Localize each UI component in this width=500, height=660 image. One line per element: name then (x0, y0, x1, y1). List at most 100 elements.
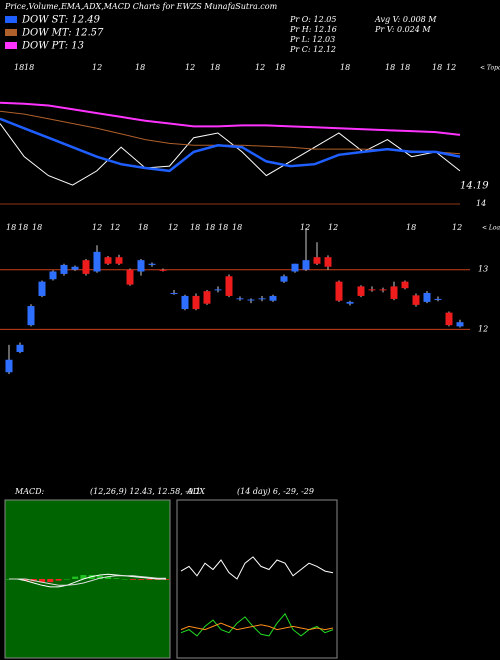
candle-body (104, 257, 112, 264)
histogram-bar (55, 579, 62, 581)
candle-body (49, 271, 57, 280)
date-label: 18 (138, 223, 148, 232)
histogram-bar (105, 576, 112, 579)
y-tick-label: 13 (478, 265, 488, 274)
last-value-label: 14.19 (460, 181, 489, 192)
candle-body (170, 292, 178, 294)
date-label: 18 (275, 63, 285, 72)
date-label: 12 (110, 223, 120, 232)
histogram-bar (96, 575, 103, 579)
legend-label: DOW PT: 13 (21, 41, 84, 52)
date-label: 18 (232, 223, 242, 232)
legend-swatch (5, 29, 17, 36)
histogram-bar (146, 579, 153, 580)
candle-body (126, 269, 134, 285)
candle-body (5, 359, 13, 373)
y-tick-label: 12 (478, 324, 488, 333)
line-series (0, 123, 461, 186)
legend-label: DOW ST: 12.49 (21, 15, 101, 26)
indicator-line (9, 573, 166, 588)
candle-body (357, 286, 365, 296)
legend-swatch (5, 16, 17, 23)
date-label: 18 (205, 223, 215, 232)
candle-body (181, 295, 189, 310)
date-label: 18 (218, 223, 228, 232)
candle-body (269, 295, 277, 301)
date-label: 18 (190, 223, 200, 232)
candle-body (390, 286, 398, 299)
date-label: 12 (92, 63, 102, 72)
candle-body (313, 257, 321, 264)
legend-swatch (5, 42, 17, 49)
date-label: 12 (92, 223, 102, 232)
candle-body (247, 299, 255, 301)
date-label: 12 (300, 223, 310, 232)
date-label: 12 (446, 63, 456, 72)
candle-body (214, 289, 222, 291)
info: Avg V: 0.008 M (374, 15, 437, 24)
info: Pr V: 0.024 M (374, 25, 431, 34)
candle-body (203, 291, 211, 304)
date-label: 12 (328, 223, 338, 232)
date-label: 18 (135, 63, 145, 72)
candle-body (60, 264, 68, 274)
edge-label: < Topa (480, 65, 500, 72)
date-label: 18 (385, 63, 395, 72)
histogram-bar (47, 579, 54, 583)
candle-body (368, 289, 376, 291)
candle-body (82, 260, 90, 274)
date-label: 18 (32, 223, 42, 232)
candle-body (335, 281, 343, 301)
candle-body (346, 301, 354, 304)
histogram-bar (80, 575, 87, 579)
line-series (0, 101, 461, 136)
date-label: 12 (185, 63, 195, 72)
candle-body (423, 292, 431, 302)
candle-body (71, 266, 79, 270)
candle-body (159, 269, 167, 271)
date-label: 18 (340, 63, 350, 72)
info: Pr O: 12.05 (289, 15, 336, 24)
info: Pr C: 12.12 (289, 45, 336, 54)
info: Pr L: 12.03 (289, 35, 335, 44)
candle-body (291, 263, 299, 272)
histogram-bar (138, 579, 145, 580)
candle-body (192, 295, 200, 310)
histogram-bar (121, 579, 128, 580)
panel-background (176, 499, 338, 659)
candle-body (115, 257, 123, 264)
indicator-line (9, 575, 166, 586)
info: Pr H: 12.16 (289, 25, 337, 34)
edge-label: < Loann (482, 225, 500, 232)
date-label: 18 (432, 63, 442, 72)
date-label: 18 (406, 223, 416, 232)
line-series (0, 117, 461, 173)
indicator-line (180, 556, 334, 580)
candle-body (225, 276, 233, 296)
date-label: 18 (6, 223, 16, 232)
candle-body (401, 281, 409, 289)
date-label: 18 (14, 63, 24, 72)
candle-body (412, 295, 420, 305)
y-tick-label: 14 (476, 199, 486, 208)
candle-body (137, 260, 145, 272)
panel-subtitle: (14 day) 6, -29, -29 (237, 487, 314, 496)
legend-label: DOW MT: 12.57 (21, 28, 104, 39)
date-label: 18 (210, 63, 220, 72)
candle-body (456, 322, 464, 327)
date-label: 12 (255, 63, 265, 72)
panel-subtitle: (12,26,9) 12.43, 12.58, -0.1 (90, 487, 201, 496)
candle-body (38, 281, 46, 296)
candle-body (302, 260, 310, 270)
histogram-bar (22, 579, 29, 581)
candle-body (445, 312, 453, 326)
candle-body (16, 344, 24, 352)
page-title: Price,Volume,EMA,ADX,MACD Charts for EWZ… (4, 2, 278, 11)
date-label: 12 (168, 223, 178, 232)
date-label: 18 (400, 63, 410, 72)
indicator-line (180, 622, 334, 631)
indicator-line (180, 612, 334, 637)
candle-body (324, 257, 332, 267)
histogram-bar (72, 576, 79, 579)
